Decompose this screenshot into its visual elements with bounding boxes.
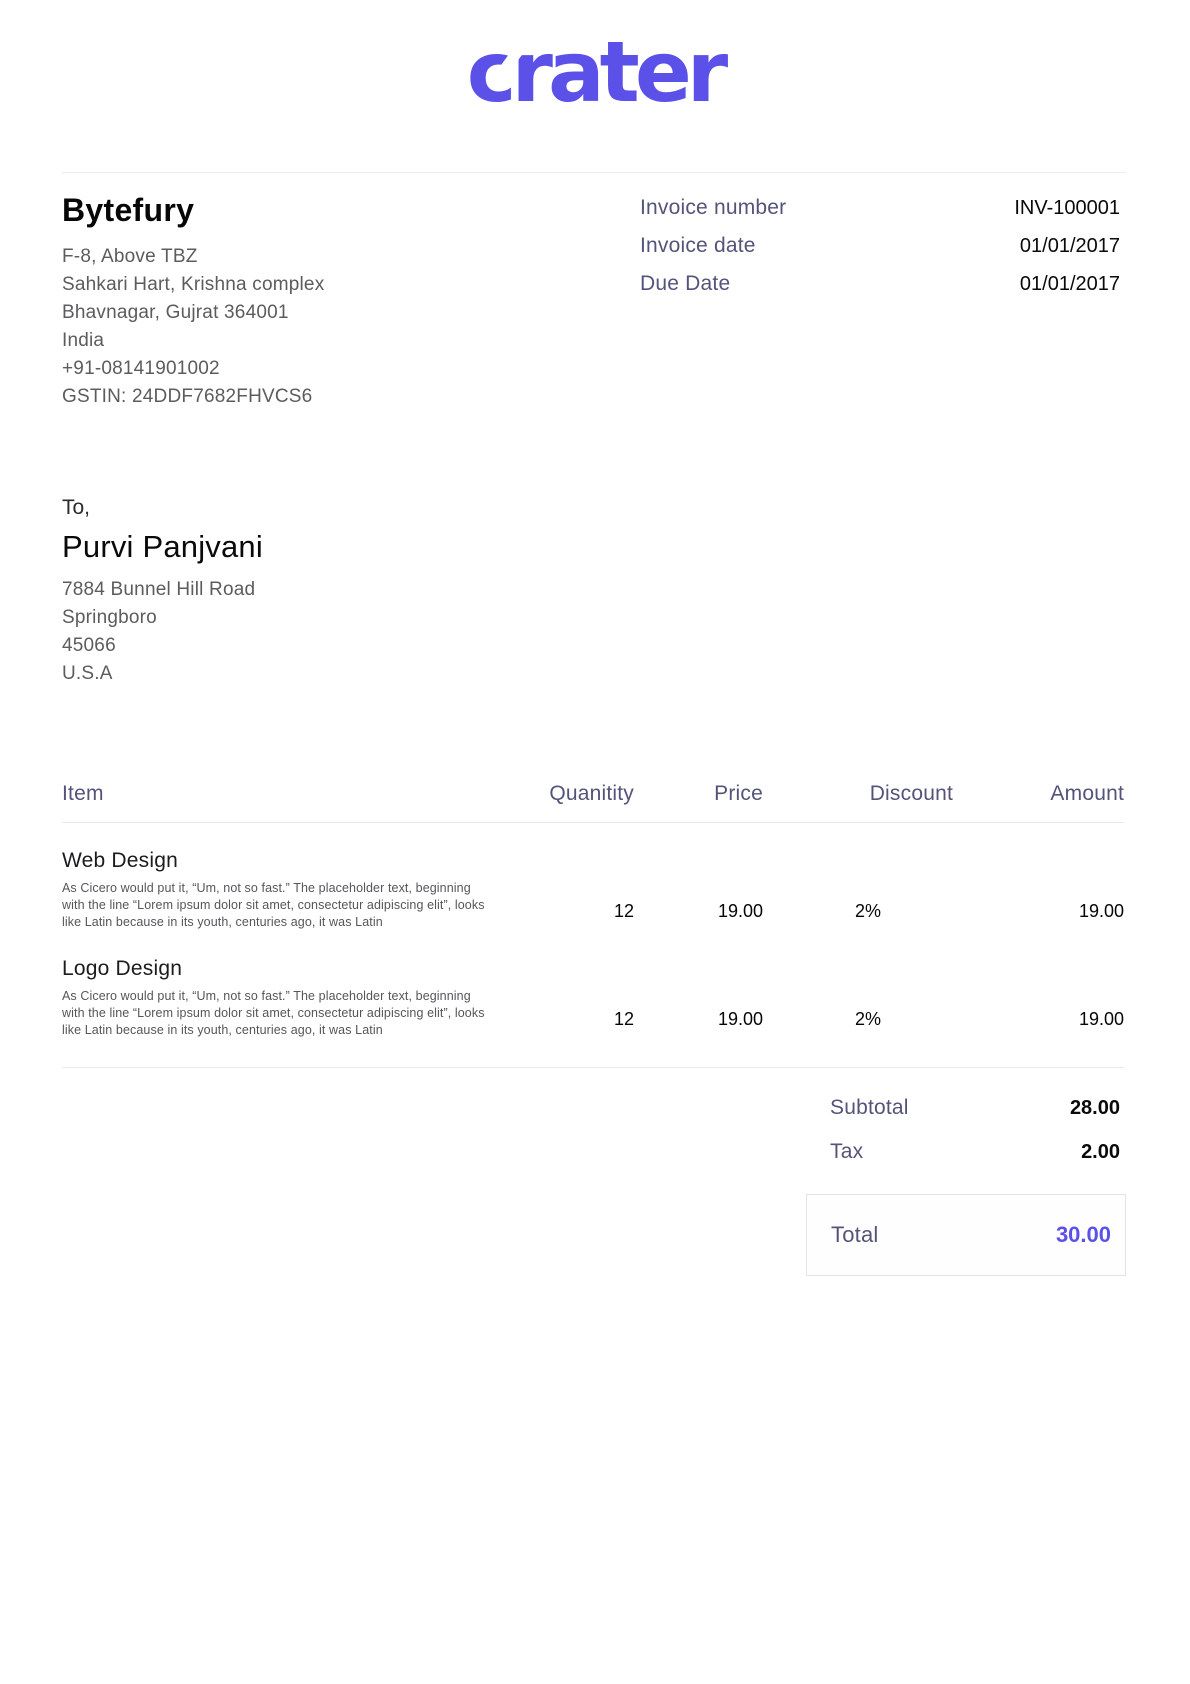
items-header-quantity: Quanitity <box>549 782 634 805</box>
crater-logo: crater <box>466 23 728 121</box>
customer-name: Purvi Panjvani <box>62 529 263 564</box>
item-quantity: 12 <box>613 1009 634 1029</box>
items-header-item: Item <box>62 782 104 805</box>
customer-address: 7884 Bunnel Hill Road Springboro 45066 U… <box>62 576 263 688</box>
company-gstin: GSTIN: 24DDF7682FHVCS6 <box>62 386 313 407</box>
item-quantity: 12 <box>613 901 634 921</box>
item-cell: Logo Design As Cicero would put it, “Um,… <box>62 957 522 1039</box>
customer-address-line: Springboro <box>62 607 157 628</box>
invoice-date-value: 01/01/2017 <box>1019 235 1120 257</box>
item-discount: 2% <box>854 901 881 921</box>
item-price: 19.00 <box>717 1009 763 1029</box>
due-date-label: Due Date <box>640 272 731 295</box>
customer-address-line: 45066 <box>62 635 116 656</box>
invoice-number-value: INV-100001 <box>1014 197 1120 219</box>
customer-address-line: U.S.A <box>62 663 113 684</box>
item-description: As Cicero would put it, “Um, not so fast… <box>62 989 485 1037</box>
company-address-line: Bhavnagar, Gujrat 364001 <box>62 302 289 323</box>
item-cell: Web Design As Cicero would put it, “Um, … <box>62 849 522 931</box>
item-title: Logo Design <box>62 957 183 980</box>
tax-label: Tax <box>830 1140 864 1163</box>
due-date-row: Due Date 01/01/2017 <box>640 272 1120 296</box>
item-price: 19.00 <box>717 901 763 921</box>
invoice-number-row: Invoice number INV-100001 <box>640 196 1120 220</box>
company-phone: +91-08141901002 <box>62 358 220 379</box>
items-bottom-divider <box>62 1067 1124 1068</box>
subtotal-row: Subtotal 28.00 <box>806 1096 1126 1120</box>
item-amount: 19.00 <box>1078 901 1124 921</box>
company-address-line: F-8, Above TBZ <box>62 246 198 267</box>
invoice-meta: Invoice number INV-100001 Invoice date 0… <box>640 196 1120 310</box>
tax-row: Tax 2.00 <box>806 1140 1126 1164</box>
item-discount: 2% <box>854 1009 881 1029</box>
total-value: 30.00 <box>1055 1222 1111 1247</box>
table-row: Logo Design As Cicero would put it, “Um,… <box>62 931 1124 1039</box>
company-address-line: India <box>62 330 105 351</box>
subtotal-label: Subtotal <box>830 1096 909 1119</box>
invoice-date-label: Invoice date <box>640 234 756 257</box>
logo-container: crater <box>0 28 1190 116</box>
bill-to-salutation: To, <box>62 496 91 519</box>
table-row: Web Design As Cicero would put it, “Um, … <box>62 823 1124 931</box>
tax-value: 2.00 <box>1081 1141 1120 1163</box>
item-title: Web Design <box>62 849 179 872</box>
items-header-amount: Amount <box>1050 782 1124 805</box>
bill-to-block: To, Purvi Panjvani 7884 Bunnel Hill Road… <box>62 496 263 688</box>
total-box: Total 30.00 <box>806 1194 1126 1276</box>
items-header-price: Price <box>714 782 763 805</box>
company-address-line: Sahkari Hart, Krishna complex <box>62 274 325 295</box>
items-header-discount: Discount <box>869 782 953 805</box>
due-date-value: 01/01/2017 <box>1019 273 1120 295</box>
items-table: Item Quanitity Price Discount Amount Web… <box>62 782 1124 1068</box>
header-divider <box>62 172 1126 173</box>
company-block: Bytefury F-8, Above TBZ Sahkari Hart, Kr… <box>62 192 324 411</box>
customer-address-line: 7884 Bunnel Hill Road <box>62 579 256 600</box>
totals-block: Subtotal 28.00 Tax 2.00 Total 30.00 <box>806 1096 1126 1276</box>
total-label: Total <box>831 1222 879 1247</box>
item-amount: 19.00 <box>1078 1009 1124 1029</box>
subtotal-value: 28.00 <box>1069 1097 1120 1119</box>
items-header-row: Item Quanitity Price Discount Amount <box>62 782 1124 823</box>
invoice-number-label: Invoice number <box>640 196 787 219</box>
item-description: As Cicero would put it, “Um, not so fast… <box>62 881 485 929</box>
company-name: Bytefury <box>62 192 195 228</box>
company-address: F-8, Above TBZ Sahkari Hart, Krishna com… <box>62 243 324 411</box>
invoice-date-row: Invoice date 01/01/2017 <box>640 234 1120 258</box>
